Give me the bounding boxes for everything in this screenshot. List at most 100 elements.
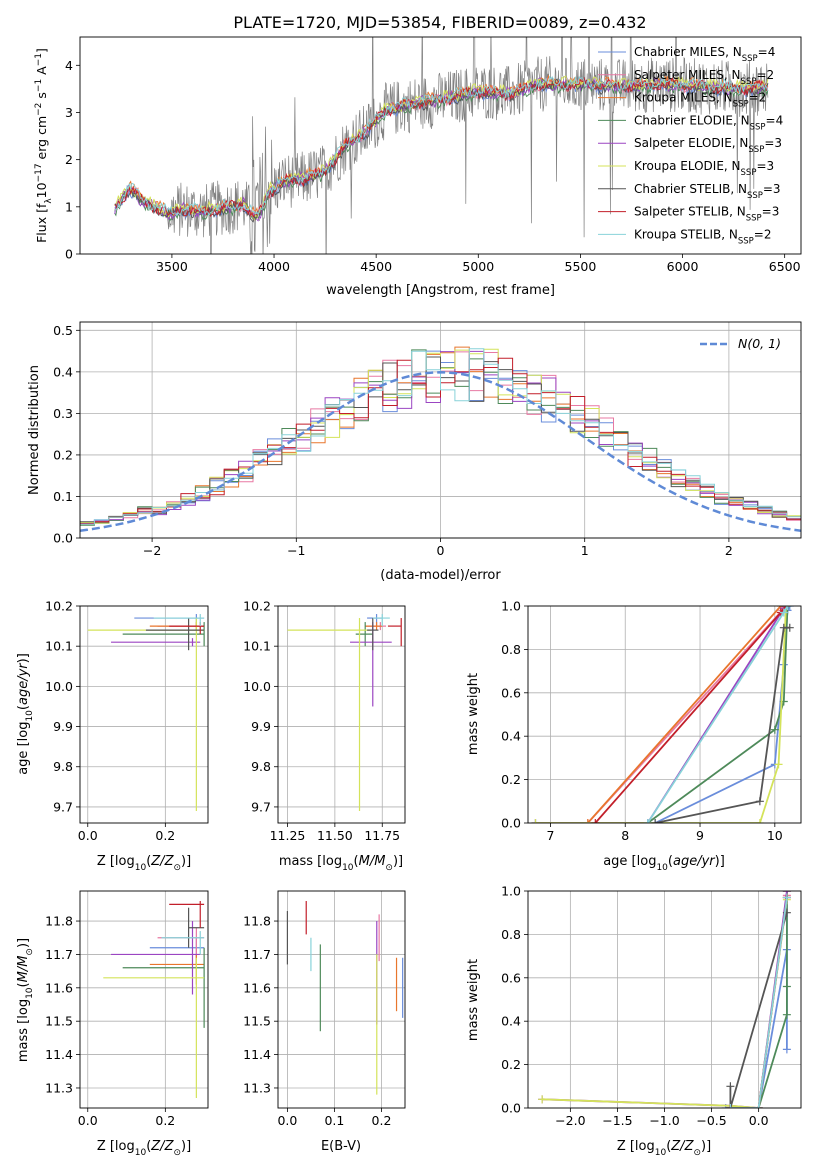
gaussian-curve [80,371,801,532]
mass-weight-marker [782,893,791,902]
legend-entry: Chabrier MILES, NSSP=4 [634,45,775,64]
legend-count: =2 [756,68,774,82]
spectrum-model-kroupa-stelib [114,75,769,217]
mass-weight-marker [726,1082,735,1091]
y-axis-label: mass [log10(M/M⊙)] [16,938,35,1062]
x-tick-label: 8 [621,828,629,843]
mass-weight-marker [583,819,592,823]
label-part: )] [701,1139,711,1154]
y-tick-label: 0.0 [53,531,73,546]
y-tick-label: 0.6 [501,685,521,700]
legend-count: =2 [754,227,772,241]
y-tick-label: 1.0 [501,884,521,899]
y-tick-label: 11.7 [243,947,271,962]
spectrum-plot [114,37,769,254]
y-tick-label: 0.5 [53,323,73,338]
y-tick-label: 10.2 [243,599,271,614]
x-tick-label: 0.0 [749,1113,769,1128]
legend-name: Kroupa MILES, N [634,91,733,105]
label-part: ] [34,48,49,53]
y-tick-label: 11.3 [45,1080,73,1095]
x-tick-label: 0.0 [78,828,98,843]
y-tick-label: 11.4 [243,1047,271,1062]
y-axis-label: Normed distribution [27,365,42,495]
x-tick-label: −2 [143,543,161,558]
mass-weight-marker [651,819,660,823]
mass-weight-line-chabrier-stelib [729,912,788,1108]
legend-entry: Salpeter STELIB, NSSP=3 [634,205,779,224]
axes-frame [527,890,802,1109]
legend-count: =4 [766,113,784,127]
y-tick-label: 9.8 [53,759,73,774]
mass-weight-marker [770,725,779,734]
axes-spectrum [76,64,786,258]
x-tick-label: 1 [581,543,589,558]
x-axis-label: mass [log10(M/M⊙)] [279,854,403,873]
x-axis-label: (data-model)/error [380,568,501,583]
y-axis-label: age [log10(age/yr)] [16,653,35,775]
label-part: Z [log [97,1139,135,1154]
legend-count: =2 [749,91,767,105]
x-axis-label: Z [log10(Z/Z⊙)] [97,854,191,873]
residual-plot [80,346,801,532]
axes-frame [79,321,802,539]
y-tick-label: 0.4 [501,729,521,744]
legend-sub: SSP [733,100,749,110]
x-tick-label: −1.5 [602,1113,632,1128]
y-tick-label: 0.8 [501,642,521,657]
label-part: )] [393,854,403,869]
y-axis-label: mass weight [466,673,481,755]
axes-mass_vs_ebv [274,891,405,1112]
x-tick-label: 11.50 [317,828,353,843]
legend-name: Salpeter MILES, N [634,68,741,82]
y-tick-label: 9.8 [251,759,271,774]
mass-weight-marker [726,1104,735,1108]
x-tick-label: 2 [725,543,733,558]
y-tick-label: 1.0 [501,599,521,614]
legend-count: =3 [756,159,774,173]
x-tick-label: −1 [287,543,305,558]
legend-entry: N(0, 1) [738,336,781,351]
y-tick-label: 0 [65,247,73,262]
x-tick-label: 0.2 [155,1113,175,1128]
legend-sub: SSP [742,54,758,64]
x-tick-label: 0.1 [324,1113,344,1128]
x-tick-label: 0.2 [372,1113,392,1128]
y-tick-label: 0.0 [501,816,521,831]
mass-weight-line-chabrier-elodie [647,606,789,823]
y-tick-label: 0.4 [53,364,73,379]
y-tick-label: 4 [65,58,73,73]
label-part: mass [log [16,999,31,1062]
legend-entry: Salpeter MILES, NSSP=2 [634,68,774,87]
legend-entry: Kroupa STELIB, NSSP=2 [634,227,772,246]
legend-name: Salpeter STELIB, N [634,205,746,219]
axes-age_vs_mass [274,605,405,827]
x-tick-label: 10 [767,828,783,843]
mass-weight-marker [783,606,792,610]
label-part: 10 [655,1148,667,1158]
x-tick-label: −2.0 [555,1113,585,1128]
axes-residuals [76,322,801,542]
y-tick-label: 10.1 [243,639,271,654]
legend-sub: SSP [741,168,757,178]
y-tick-label: 9.9 [53,719,73,734]
label-part: )] [715,854,725,869]
mass-weight-marker [755,797,764,806]
y-tick-label: 0.2 [501,772,521,787]
y-tick-label: 11.5 [45,1014,73,1029]
label-part: ⊙ [173,863,181,873]
y-tick-label: 9.7 [53,799,73,814]
y-axis-label: Flux [fλ10−17 erg cm−2 s−1 A−1] [34,48,54,243]
legend-name: Kroupa STELIB, N [634,227,738,241]
legend-entry: Kroupa MILES, NSSP=2 [634,91,766,110]
label-part: A [34,66,49,79]
y-tick-label: 1 [65,199,73,214]
legend-count: =3 [762,205,780,219]
x-tick-label: 0.0 [277,1113,297,1128]
mass-weight-marker [782,1045,791,1054]
x-tick-label: 6500 [769,259,801,274]
x-tick-label: 5500 [565,259,597,274]
label-part: Z/Z [150,1139,174,1154]
label-part: −1 [34,79,44,92]
